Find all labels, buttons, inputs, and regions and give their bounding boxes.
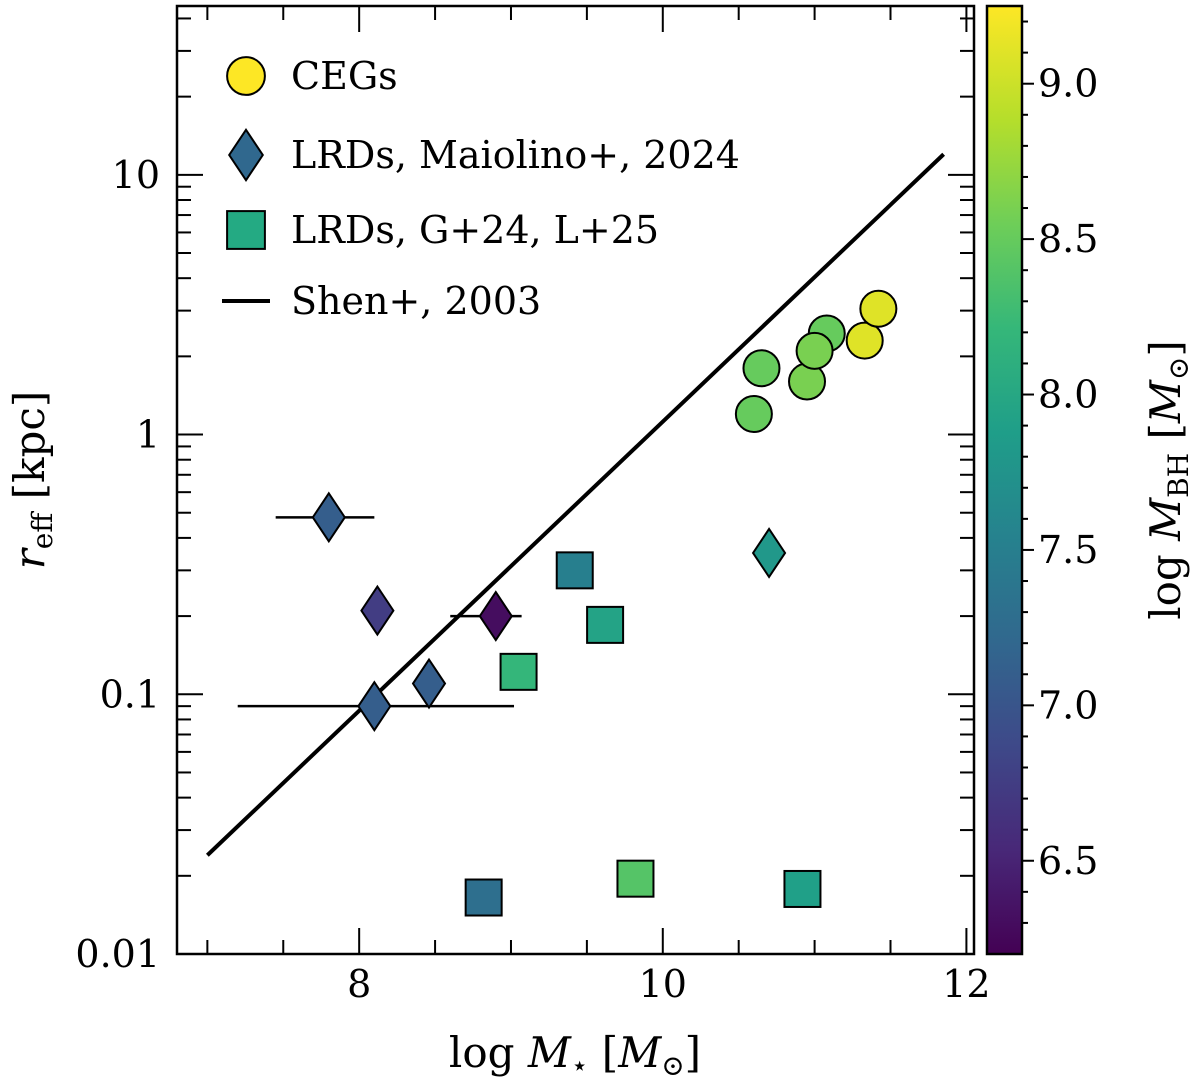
colorbar-label: log MBH [M⊙] [1141, 340, 1195, 620]
colorbar-tick-label: 8.0 [1038, 373, 1098, 417]
y-tick-label: 0.01 [75, 932, 160, 976]
diamond-point [478, 590, 514, 642]
square-point [499, 652, 538, 691]
circle-point [859, 289, 898, 328]
x-label-unit: [ [588, 1028, 618, 1077]
y-tick-label: 1 [136, 413, 160, 457]
diamond-point [360, 584, 395, 637]
diamond-point [411, 657, 447, 710]
colorbar-tick-label: 7.5 [1038, 528, 1098, 572]
x-label-m: M [527, 1028, 572, 1077]
circle-point [795, 331, 834, 370]
x-label-log: log [449, 1028, 528, 1077]
cbar-label-close: ] [1141, 340, 1190, 356]
fit-line-layer [205, 152, 946, 857]
x-tick-label: 12 [942, 962, 990, 1006]
x-label-msun: M [617, 1028, 662, 1077]
circle-point [742, 349, 781, 388]
x-label-sub: ⋆ [571, 1049, 589, 1082]
data-points [311, 289, 898, 917]
colorbar-tick-label: 6.5 [1038, 839, 1098, 883]
tick-labels: 8 10 12 0.01 0.1 1 10 [75, 153, 990, 1006]
x-tick-label: 8 [347, 962, 371, 1006]
legend-square-marker [226, 210, 266, 250]
cbar-label-m: M [1141, 497, 1190, 542]
x-tick-label: 10 [639, 962, 687, 1006]
square-point [616, 859, 655, 898]
colorbar [987, 6, 1022, 954]
y-label-unit: [kpc] [5, 391, 54, 513]
x-label-close: ] [685, 1028, 701, 1077]
y-tick-label: 0.1 [100, 672, 160, 716]
legend-label: CEGs [291, 54, 398, 98]
y-label-sub: eff [26, 511, 59, 550]
legend-circle-marker [226, 56, 266, 96]
square-point [586, 605, 625, 644]
colorbar-tick-label: 8.5 [1038, 217, 1098, 261]
colorbar-tick-label: 7.0 [1038, 683, 1098, 727]
colorbar-frame [985, 4, 1024, 956]
cbar-label-sub: BH [1162, 453, 1195, 498]
legend-label: LRDs, G+24, L+25 [291, 208, 659, 252]
legend-label: LRDs, Maiolino+, 2024 [291, 133, 740, 177]
square-point [783, 869, 822, 908]
diamond-point [751, 527, 787, 579]
cbar-label-sun: ⊙ [1162, 357, 1195, 380]
cbar-label-log: log [1141, 541, 1190, 620]
colorbar-ticks: 6.5 7.0 7.5 8.0 8.5 9.0 [1022, 20, 1098, 924]
circle-point [845, 321, 884, 360]
cbar-label-msun: M [1141, 379, 1190, 424]
legend: CEGs LRDs, Maiolino+, 2024 LRDs, G+24, L+2… [222, 54, 740, 323]
circle-point [734, 394, 773, 433]
cbar-label-unit: [ [1141, 423, 1190, 453]
legend-diamond-marker [227, 127, 265, 183]
diamond-point [311, 491, 347, 544]
plot-frame [175, 4, 976, 956]
x-label-sun: ⊙ [661, 1049, 684, 1082]
legend-label: Shen+, 2003 [291, 279, 541, 323]
x-axis-label: log M⋆ [M⊙] [449, 1028, 701, 1082]
diamond-point [357, 680, 392, 732]
colorbar-tick-label: 9.0 [1038, 62, 1098, 106]
y-tick-label: 10 [112, 153, 160, 197]
y-label-r: r [5, 546, 54, 569]
y-axis-label: reff [kpc] [5, 391, 59, 570]
square-point [555, 551, 594, 590]
shen-2003-relation-line [205, 152, 946, 857]
square-point [464, 878, 503, 917]
